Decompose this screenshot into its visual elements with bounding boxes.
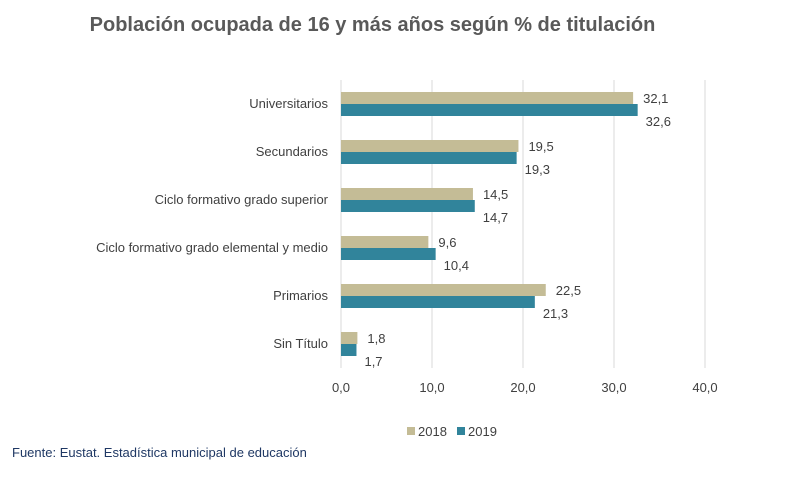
data-label-2018: 22,5 [556,283,581,298]
data-label-2018: 9,6 [438,235,456,250]
bar-2018 [341,140,519,152]
bar-2018 [341,332,358,344]
bar-2018 [341,188,473,200]
category-label: Ciclo formativo grado superior [155,192,329,207]
data-label-2019: 21,3 [543,306,568,321]
bar-2019 [341,104,638,116]
legend-label: 2019 [468,424,497,439]
bar-2019 [341,248,436,260]
category-label: Ciclo formativo grado elemental y medio [96,240,328,255]
x-tick-label: 20,0 [510,380,535,395]
x-tick-label: 40,0 [692,380,717,395]
bar-2018 [341,284,546,296]
bar-2019 [341,200,475,212]
data-label-2018: 1,8 [367,331,385,346]
data-label-2019: 10,4 [444,258,469,273]
data-label-2019: 14,7 [483,210,508,225]
legend-swatch-2019 [457,427,465,435]
x-tick-label: 10,0 [419,380,444,395]
bar-2019 [341,152,517,164]
category-label: Sin Título [273,336,328,351]
bar-2018 [341,92,634,104]
data-label-2018: 14,5 [483,187,508,202]
data-label-2018: 32,1 [643,91,668,106]
data-label-2018: 19,5 [528,139,553,154]
data-label-2019: 32,6 [646,114,671,129]
x-tick-label: 0,0 [332,380,350,395]
legend-label: 2018 [418,424,447,439]
category-label: Universitarios [249,96,328,111]
category-label: Primarios [273,288,328,303]
bar-2019 [341,296,535,308]
bar-2018 [341,236,429,248]
category-label: Secundarios [256,144,329,159]
bar-2019 [341,344,357,356]
data-label-2019: 19,3 [525,162,550,177]
source-note: Fuente: Eustat. Estadística municipal de… [12,445,307,460]
chart-title: Población ocupada de 16 y más años según… [89,14,656,36]
legend-swatch-2018 [407,427,415,435]
x-tick-label: 30,0 [601,380,626,395]
data-label-2019: 1,7 [364,354,382,369]
